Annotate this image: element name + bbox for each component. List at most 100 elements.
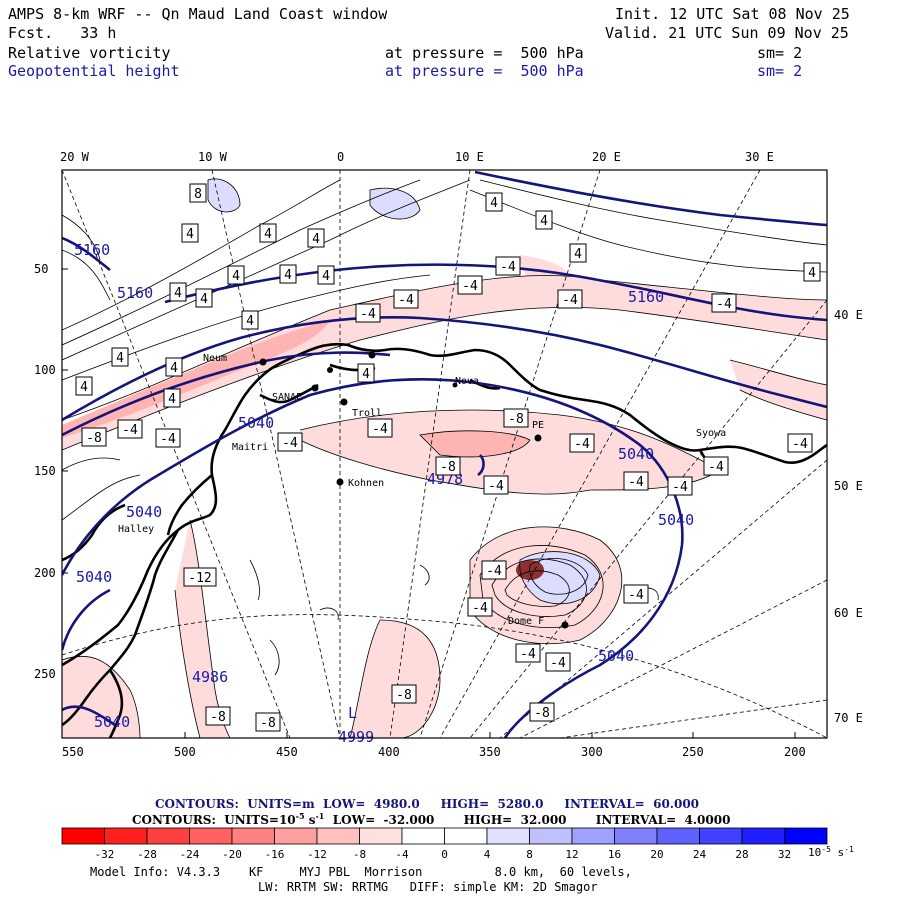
vorticity-label-box [367, 418, 393, 438]
vorticity-shading [62, 255, 827, 738]
y-tick-250: 250 [34, 667, 56, 681]
map-title: AMPS 8-km WRF -- Qn Maud Land Coast wind… [8, 5, 388, 23]
vorticity-label-box [81, 427, 107, 447]
height-label: 5040 [598, 647, 634, 665]
colorbar-tick-label: -4 [395, 848, 409, 861]
vorticity-label-box [557, 289, 583, 309]
vorticity-label-box [667, 476, 693, 496]
colorbar-swatch [146, 827, 190, 845]
colorbar-tick-label: 20 [650, 848, 663, 861]
vorticity-label-box [279, 264, 297, 284]
colorbar-units: 10-5 s-1 [808, 845, 854, 859]
field1-level: at pressure = 500 hPa [385, 44, 584, 62]
vorticity-label-box [165, 357, 183, 377]
x-tick-450: 450 [276, 745, 298, 759]
vorticity-label-box [435, 456, 461, 476]
vorticity-label-box [393, 289, 419, 309]
vorticity-label: -8 [508, 412, 524, 427]
vorticity-label: -4 [550, 656, 566, 671]
vorticity-label-box [711, 293, 737, 313]
vorticity-label: -4 [488, 479, 504, 494]
lon-label-70e: 70 E [834, 711, 863, 725]
colorbar-tick-label: 24 [693, 848, 707, 861]
vorticity-label-box [569, 433, 595, 453]
vorticity-label: -4 [672, 480, 688, 495]
vorticity-label-box [111, 347, 129, 367]
vorticity-label-box [181, 223, 199, 243]
vorticity-label-box [227, 265, 245, 285]
vorticity-label-box [169, 282, 187, 302]
vorticity-label: 4 [80, 380, 88, 395]
vorticity-label-box [255, 712, 281, 732]
vorticity-label: 4 [170, 361, 178, 376]
vorticity-label-box [183, 567, 217, 587]
vorticity-label-box [529, 702, 555, 722]
vorticity-label-box [485, 192, 503, 212]
colorbar-tick-label: -16 [265, 848, 285, 861]
vorticity-label-box [535, 210, 553, 230]
colorbar-swatch [61, 827, 105, 845]
vorticity-label-box [205, 706, 231, 726]
vorticity-label: -4 [520, 647, 536, 662]
vorticity-label: 4 [362, 367, 370, 382]
vorticity-label: -8 [396, 688, 412, 703]
colorbar-tick-label: -12 [307, 848, 327, 861]
vorticity-label-box [481, 560, 507, 580]
vorticity-label-box [277, 432, 303, 452]
vorticity-label: -8 [86, 431, 102, 446]
vorticity-label-box [803, 262, 821, 282]
height-label: 5040 [126, 503, 162, 521]
x-tick-300: 300 [581, 745, 603, 759]
vorticity-label: -4 [372, 422, 388, 437]
colorbar-tick-label: 8 [526, 848, 533, 861]
colorbar-tick-label: 4 [484, 848, 491, 861]
vorticity-label: 4 [540, 214, 548, 229]
vorticity-label-box [623, 471, 649, 491]
vorticity-label-box [307, 228, 325, 248]
station-syowa: Syowa [696, 428, 726, 439]
vorticity-label: -8 [440, 460, 456, 475]
vorticity-label: 4 [322, 269, 330, 284]
height-label: 5040 [658, 511, 694, 529]
colorbar-swatch [614, 827, 658, 845]
station-troll: Troll [352, 408, 382, 419]
vorticity-label-box [703, 456, 729, 476]
vorticity-label: -4 [792, 437, 808, 452]
x-tick-200: 200 [784, 745, 806, 759]
map-content [62, 170, 827, 738]
vorticity-label: -4 [574, 437, 590, 452]
vorticity-label-box [467, 597, 493, 617]
vorticity-label: -4 [500, 260, 516, 275]
vorticity-label-box [155, 428, 181, 448]
vorticity-label: -4 [462, 279, 478, 294]
model-info: Model Info: V4.3.3 KF MYJ PBL Morrison 8… [90, 865, 632, 879]
height-label: 4986 [192, 668, 228, 686]
height-labels: 5160 5160 5160 5040 5040 5040 5040 5040 … [74, 241, 694, 686]
height-label: 5160 [117, 284, 153, 302]
colorbar-tick-label: 32 [778, 848, 791, 861]
vorticity-label: -4 [360, 307, 376, 322]
y-tick-100: 100 [34, 363, 56, 377]
colorbar-swatch [741, 827, 785, 845]
vorticity-label-box [317, 265, 335, 285]
vorticity-label: -4 [628, 588, 644, 603]
station-sanae: SANAE [272, 392, 302, 403]
vorticity-label: -4 [708, 460, 724, 475]
vorticity-label: -4 [398, 293, 414, 308]
vorticity-label-box [623, 584, 649, 604]
height-label: 5040 [76, 568, 112, 586]
vorticity-contour-info: CONTOURS: UNITS=10-5 s-1 LOW= -32.000 HI… [132, 811, 731, 827]
low-symbol-2: L [348, 704, 357, 722]
colorbar-swatch [274, 827, 318, 845]
station-neum: Neum [203, 353, 227, 364]
colorbar-ticks: -32 -28 -24 -20 -16 -12 -8 -4 0 4 8 12 16 20 24 28 32 [95, 848, 792, 861]
vorticity-label: -4 [628, 475, 644, 490]
low-value-2: 4999 [338, 728, 374, 746]
vorticity-label: -4 [486, 564, 502, 579]
vorticity-label: -4 [282, 436, 298, 451]
colorbar-tick-label: -28 [137, 848, 157, 861]
vorticity-label: 4 [200, 292, 208, 307]
colorbar-tick-label: -20 [222, 848, 242, 861]
vorticity-label: 8 [194, 187, 202, 202]
